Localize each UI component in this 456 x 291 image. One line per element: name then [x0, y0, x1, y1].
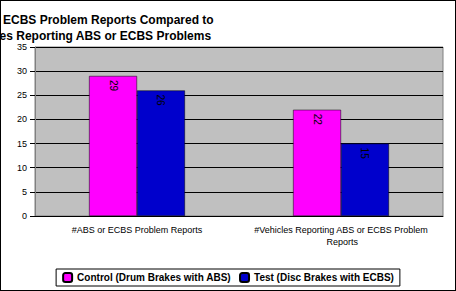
- svg-text:Vehicles Reporting ABS or ECBS: Vehicles Reporting ABS or ECBS Problems: [1, 29, 211, 43]
- svg-text:29: 29: [108, 80, 119, 92]
- svg-text:ABS or ECBS Problem Reports Co: ABS or ECBS Problem Reports Compared to: [1, 13, 217, 27]
- svg-text:26: 26: [155, 94, 166, 106]
- svg-text:10: 10: [17, 163, 27, 173]
- svg-text:5: 5: [22, 187, 27, 197]
- svg-text:0: 0: [22, 211, 27, 221]
- svg-text:15: 15: [17, 139, 27, 149]
- svg-text:30: 30: [17, 66, 27, 76]
- svg-text:25: 25: [17, 90, 27, 100]
- svg-text:35: 35: [17, 42, 27, 52]
- svg-text:22: 22: [312, 114, 323, 126]
- svg-text:Test (Disc Brakes with ECBS): Test (Disc Brakes with ECBS): [254, 272, 394, 283]
- svg-text:15: 15: [359, 148, 370, 160]
- svg-text:20: 20: [17, 114, 27, 124]
- svg-text:Reports: Reports: [324, 237, 359, 247]
- svg-text:#Vehicles Reporting ABS or ECB: #Vehicles Reporting ABS or ECBS Problem: [254, 225, 428, 235]
- svg-text:#ABS or ECBS Problem Reports: #ABS or ECBS Problem Reports: [72, 225, 203, 235]
- svg-text:Control (Drum Brakes with ABS): Control (Drum Brakes with ABS): [77, 272, 231, 283]
